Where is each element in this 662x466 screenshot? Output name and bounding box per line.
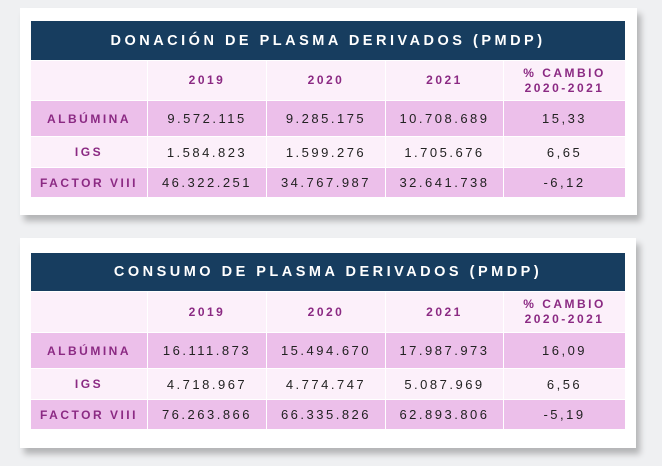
cell-value: 10.708.689 — [385, 100, 504, 137]
cell-value: 9.572.115 — [147, 100, 267, 137]
column-header: 2020 — [266, 60, 386, 101]
row-label: ALBÚMINA — [30, 332, 148, 369]
cell-value: 62.893.806 — [385, 399, 504, 430]
column-header — [30, 60, 148, 101]
cell-value: 15,33 — [502, 100, 627, 137]
column-header — [30, 291, 148, 333]
cell-value: 76.263.866 — [147, 399, 267, 430]
row-label: FACTOR VIII — [30, 167, 148, 198]
table-row: FACTOR VIII 46.322.251 34.767.987 32.641.73… — [30, 167, 627, 198]
column-header: 2020 — [266, 291, 386, 333]
column-header: 2019 — [147, 60, 267, 101]
column-header: 2019 — [147, 291, 267, 333]
cell-value: 6,56 — [502, 368, 627, 400]
cell-value: -5,19 — [502, 399, 627, 430]
cell-value: 46.322.251 — [147, 167, 267, 198]
cell-value: 1.584.823 — [147, 136, 267, 168]
row-label: ALBÚMINA — [30, 100, 148, 137]
table-row: ALBÚMINA 16.111.873 15.494.670 17.987.973 16… — [30, 332, 627, 369]
cell-value: 5.087.969 — [385, 368, 504, 400]
table-row: FACTOR VIII 76.263.866 66.335.826 62.893.80… — [30, 399, 627, 430]
consumption-table: CONSUMO DE PLASMA DERIVADOS (PMDP) 2019 20… — [29, 252, 627, 430]
column-header: 2021 — [385, 291, 504, 333]
row-label: IGS — [30, 368, 148, 400]
donation-table: DONACIÓN DE PLASMA DERIVADOS (PMDP) 2019 2… — [29, 20, 627, 198]
cell-value: 4.774.747 — [266, 368, 386, 400]
table-row: IGS 4.718.967 4.774.747 5.087.969 6,56 — [30, 368, 627, 400]
cell-value: 66.335.826 — [266, 399, 386, 430]
column-header: 2021 — [385, 60, 504, 101]
table-title: DONACIÓN DE PLASMA DERIVADOS (PMDP) — [29, 20, 627, 61]
cell-value: 16,09 — [502, 332, 627, 369]
cell-value: 1.599.276 — [266, 136, 386, 168]
column-header: % CAMBIO 2020-2021 — [502, 291, 627, 333]
row-label: IGS — [30, 136, 148, 168]
cell-value: 32.641.738 — [385, 167, 504, 198]
cell-value: 15.494.670 — [266, 332, 386, 369]
column-header: % CAMBIO 2020-2021 — [502, 60, 627, 101]
cell-value: 6,65 — [502, 136, 627, 168]
cell-value: 16.111.873 — [147, 332, 267, 369]
cell-value: -6,12 — [502, 167, 627, 198]
table-row: ALBÚMINA 9.572.115 9.285.175 10.708.689 15,3… — [30, 100, 627, 137]
table-title: CONSUMO DE PLASMA DERIVADOS (PMDP) — [29, 252, 627, 292]
cell-value: 9.285.175 — [266, 100, 386, 137]
table-row: IGS 1.584.823 1.599.276 1.705.676 6,65 — [30, 136, 627, 168]
row-label: FACTOR VIII — [30, 399, 148, 430]
cell-value: 17.987.973 — [385, 332, 504, 369]
cell-value: 4.718.967 — [147, 368, 267, 400]
cell-value: 34.767.987 — [266, 167, 386, 198]
cell-value: 1.705.676 — [385, 136, 504, 168]
